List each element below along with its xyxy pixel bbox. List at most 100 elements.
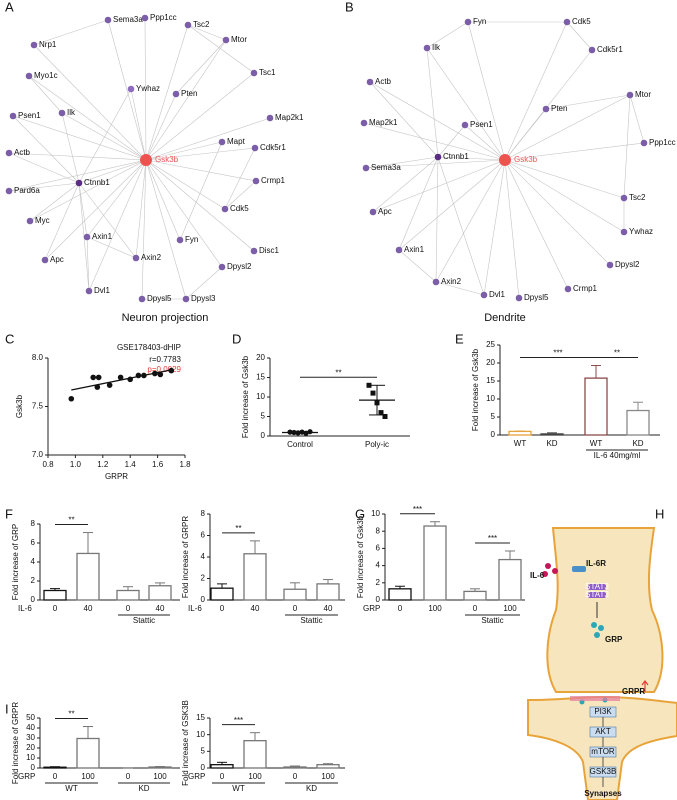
node [26, 217, 34, 225]
panel-letter: E [455, 331, 464, 346]
y-tick-label: 8 [201, 509, 206, 518]
edge [363, 122, 506, 161]
point [141, 372, 147, 379]
node-label: Mapt [227, 137, 246, 146]
node-label: Pten [551, 104, 567, 113]
edge [623, 94, 631, 199]
x-axis-title: GRPR [105, 472, 128, 481]
y-tick-label: 4 [376, 561, 381, 570]
y-tick-label: 0 [491, 430, 496, 439]
edge [426, 47, 439, 158]
bar [116, 589, 140, 601]
node-label: Dpysl5 [524, 293, 549, 302]
edge [145, 141, 223, 161]
edge [504, 159, 611, 266]
node [499, 154, 511, 166]
node [640, 139, 648, 147]
il6-molecule [545, 563, 551, 569]
pathway-diagram: H IL-6 IL-6R STAT3 STAT3 GRP GRPR PI3K AK… [527, 506, 677, 800]
y-tick-label: 10 [371, 509, 380, 518]
edge [135, 159, 147, 259]
node-label: Axin1 [92, 232, 113, 241]
node-label: Pten [181, 89, 197, 98]
x-tick-label: WT [590, 439, 603, 448]
y-tick-label: 20 [256, 353, 265, 362]
panel-letter: F [5, 506, 13, 521]
y-tick-label: 6 [376, 544, 381, 553]
edge [8, 152, 80, 184]
edge [224, 147, 256, 210]
node-label: Dvl1 [489, 290, 506, 299]
node [432, 278, 440, 286]
edge [29, 159, 147, 222]
bar [508, 430, 532, 436]
node [464, 18, 472, 26]
group-label: WT [65, 784, 78, 793]
point [90, 374, 97, 381]
y-tick-label: 2 [376, 578, 381, 587]
node-label: Apc [50, 255, 64, 264]
node-label: Axin2 [141, 253, 162, 262]
edge [145, 159, 223, 268]
edge [504, 108, 547, 161]
node [5, 149, 13, 157]
node [25, 72, 33, 80]
edge [369, 81, 506, 161]
y-tick-label: 6 [201, 531, 206, 540]
x-tick-label: 0 [398, 604, 403, 613]
grpr-receptors [570, 696, 620, 701]
edge [398, 249, 437, 283]
edge [145, 159, 181, 241]
x-tick-label: 0 [53, 772, 58, 781]
edge [33, 44, 147, 161]
y-axis-title: Fold increase of Gsk3b [356, 515, 365, 598]
node-label: Tsc1 [259, 68, 276, 77]
node [218, 138, 226, 146]
node-label: Ppp1cc [649, 138, 676, 147]
edge [372, 159, 506, 213]
network-caption: Dendrite [484, 312, 526, 324]
edge [426, 47, 506, 161]
sig-label: *** [488, 534, 497, 543]
edge [504, 142, 645, 161]
edge [435, 159, 506, 283]
x-tick-label: Control [287, 440, 313, 449]
y-axis-title: Fold increase of GRPR [181, 516, 190, 598]
stat3-box [588, 592, 606, 598]
edge [179, 141, 223, 241]
x-row-label: GRP [188, 772, 205, 781]
stat3-label: STAT3 [585, 582, 609, 591]
point [382, 414, 388, 419]
edge [435, 156, 439, 283]
x-tick-label: KD [546, 439, 557, 448]
chart-title: GSE178403-dHIP [117, 343, 181, 352]
edge [187, 24, 255, 74]
edge [141, 159, 147, 300]
edge [175, 39, 227, 95]
x-tick-label: Poly-ic [365, 440, 389, 449]
network-caption: Neuron projection [122, 312, 209, 324]
node-label: Myo1c [34, 71, 58, 80]
node-label: Dpysl5 [147, 294, 172, 303]
node [251, 144, 259, 152]
node-label: Dpysl2 [227, 262, 252, 271]
y-tick-label: 0 [31, 595, 36, 604]
edge [435, 281, 485, 296]
x-tick-label: KD [632, 439, 643, 448]
bar [423, 525, 447, 601]
edge [78, 159, 147, 184]
x-tick-label: 1.2 [97, 460, 109, 469]
y-tick-label: 15 [196, 713, 205, 722]
cascade-label: GSK3B [590, 767, 617, 776]
node-label: Cdk5 [572, 17, 591, 26]
node-label: Psen1 [18, 111, 41, 120]
y-axis-title: Fold increase of GRP [11, 524, 20, 600]
edge [464, 124, 506, 161]
node [369, 208, 377, 216]
y-tick-label: 8 [31, 519, 36, 528]
x-tick-label: 1.4 [125, 460, 137, 469]
edge [545, 94, 631, 110]
bar [210, 764, 234, 769]
node [423, 44, 431, 52]
point [68, 395, 75, 402]
